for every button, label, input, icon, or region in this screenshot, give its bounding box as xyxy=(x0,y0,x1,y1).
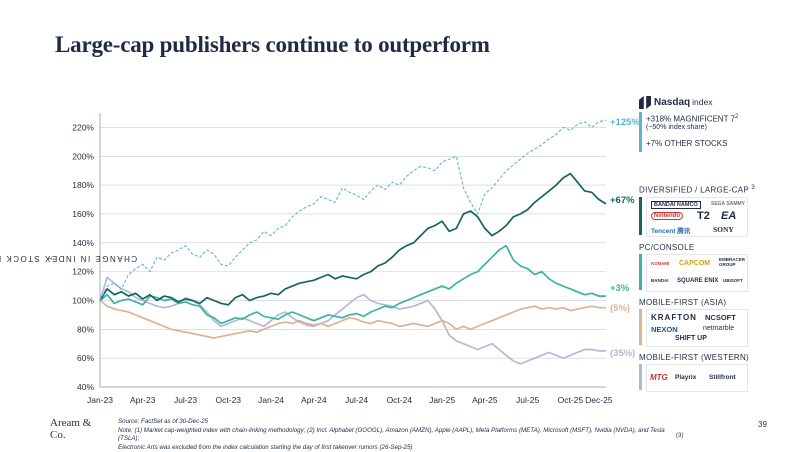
y-tick-label: 40% xyxy=(77,382,94,392)
logo-krafton: KRAFTON xyxy=(651,313,697,322)
logo-shift-up: SHIFT UP xyxy=(675,335,707,342)
diversified-color-bar xyxy=(639,197,642,235)
x-tick-label: Apr-24 xyxy=(301,395,327,405)
logo-ubisoft: UBISOFT xyxy=(723,278,743,283)
logo-ea: EA xyxy=(721,210,737,222)
logo-sony: SONY xyxy=(713,225,734,234)
y-tick-label: 200% xyxy=(72,151,94,161)
footnote-ref: (3) xyxy=(676,432,684,439)
pc-console-color-bar xyxy=(639,254,642,290)
end-label-mobile_asia: (5%) xyxy=(610,302,631,314)
y-tick-label: 140% xyxy=(72,238,94,248)
series-line-pc_console xyxy=(99,244,606,325)
logo-bandai-namco: BANDAI NAMCO xyxy=(651,201,701,209)
y-tick-label: 120% xyxy=(72,267,94,277)
logo-stillfront: Stillfront xyxy=(709,374,736,381)
logo-nintendo: Nintendo xyxy=(651,212,683,220)
logo-konami: KONAMI xyxy=(651,261,670,266)
logo-mtg: MTG xyxy=(650,373,668,382)
nasdaq-logo: Nasdaq index xyxy=(639,96,712,109)
logo-square-enix: SQUARE ENIX xyxy=(677,278,719,284)
x-tick-label: Oct-23 xyxy=(216,395,242,405)
logo-sega-sammy: SEGA SAMMY xyxy=(711,201,745,207)
x-tick-label: Apr-23 xyxy=(130,395,156,405)
mobile-asia-heading: MOBILE-FIRST (ASIA) xyxy=(639,298,727,307)
logo-bandai: BANDAI xyxy=(651,278,669,283)
x-tick-label: Apr-25 xyxy=(472,395,498,405)
y-tick-label: 220% xyxy=(72,122,94,132)
x-tick-label: Jul-23 xyxy=(174,395,197,405)
logo-tencent: Tencent 腾讯 xyxy=(651,228,691,235)
mobile-asia-logos: KRAFTON NCSOFT NEXON netmarble SHIFT UP xyxy=(646,309,748,347)
y-tick-label: 160% xyxy=(72,209,94,219)
end-label-diversified: +67% xyxy=(610,194,635,206)
y-tick-label: 80% xyxy=(77,324,94,334)
y-tick-label: 100% xyxy=(72,295,94,305)
mag7-label: +318% MAGNIFICENT 72 xyxy=(646,114,739,124)
pc-console-heading: PC/CONSOLE xyxy=(639,243,695,252)
x-tick-label: Jul-25 xyxy=(516,395,539,405)
chart-series xyxy=(99,119,607,365)
page-number: 39 xyxy=(758,420,767,429)
logo-netmarble: netmarble xyxy=(703,325,735,332)
x-tick-label: Jan-23 xyxy=(87,395,113,405)
end-label-pc_console: +3% xyxy=(610,283,630,295)
logo-nexon: NEXON xyxy=(651,325,678,334)
nasdaq-color-bar xyxy=(639,112,642,152)
logo-ncsoft: NCSOFT xyxy=(705,313,736,322)
x-tick-label: Oct-25 xyxy=(558,395,584,405)
x-tick-label: Jan-25 xyxy=(429,395,455,405)
y-tick-label: 60% xyxy=(77,353,94,363)
end-label-nasdaq: +125% xyxy=(610,117,640,129)
mobile-western-logos: MTG Playrix Stillfront xyxy=(646,364,748,392)
series-line-mobile_western xyxy=(99,276,606,365)
chart-grid xyxy=(99,113,606,388)
logo-t2: T2 xyxy=(697,210,710,222)
logo-capcom: CAPCOM xyxy=(679,260,711,267)
source-notes: Source: FactSet as of 30-Dec-25 Note: (1… xyxy=(118,418,665,451)
diversified-heading: DIVERSIFIED / LARGE-CAP 3 xyxy=(639,185,756,195)
logo-playrix: Playrix xyxy=(675,374,697,381)
x-axis-ticks: Jan-23 Apr-23 Jul-23 Oct-23 Jan-24 Apr-24 Jul-… xyxy=(87,395,613,405)
page-title: Large-cap publishers continue to outperf… xyxy=(55,32,490,57)
brand-logo: Aream & Co. xyxy=(50,417,92,441)
diversified-logos: BANDAI NAMCO SEGA SAMMY Nintendo T2 EA T… xyxy=(646,197,748,237)
other-stocks-label: +7% OTHER STOCKS xyxy=(646,139,728,148)
pc-console-logos: KONAMI CAPCOM EMBRACER GROUP BANDAI SQUA… xyxy=(646,254,748,292)
series-line-mobile_asia xyxy=(99,299,606,339)
y-axis-ticks: 40% 60% 80% 100% 120% 140% 160% 180% 200% 220% xyxy=(72,122,94,392)
mag7-share: (~50% index share) xyxy=(646,124,707,131)
series-line-nasdaq xyxy=(99,119,607,301)
end-label-mobile_western: (35%) xyxy=(610,347,636,359)
x-tick-label: Oct-24 xyxy=(387,395,413,405)
mobile-western-color-bar xyxy=(639,364,642,390)
series-line-diversified xyxy=(99,172,607,306)
logo-embracer: EMBRACER GROUP xyxy=(719,257,746,267)
nasdaq-icon xyxy=(639,96,651,109)
x-tick-label: Jul-24 xyxy=(345,395,368,405)
x-tick-label: Dec-25 xyxy=(585,395,613,405)
y-tick-label: 180% xyxy=(72,180,94,190)
x-tick-label: Jan-24 xyxy=(258,395,284,405)
mobile-asia-color-bar xyxy=(639,309,642,345)
mobile-western-heading: MOBILE-FIRST (WESTERN) xyxy=(639,353,750,362)
y-axis-title: CHANGE IN INDEX STOCK PRICE 1 xyxy=(0,253,137,263)
